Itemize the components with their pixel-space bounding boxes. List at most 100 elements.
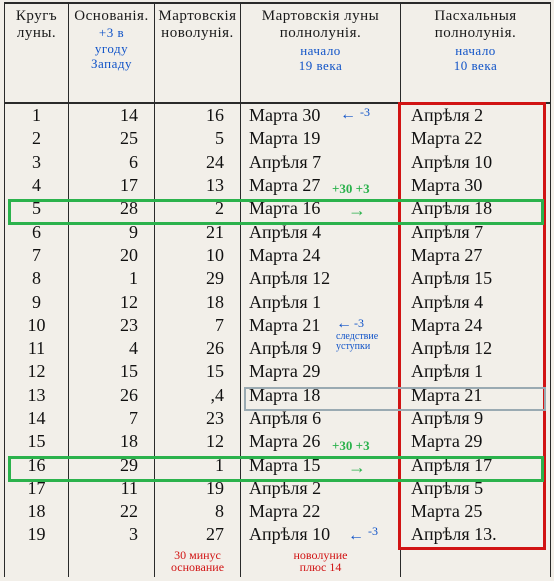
cell-osn: 14 xyxy=(69,103,155,127)
cell-mar: Марта 21 xyxy=(241,314,401,337)
cell-osn: 3 xyxy=(69,523,155,546)
table-row: 1326,4Марта 18Марта 21 xyxy=(5,384,551,407)
table-row: 8129Апрѣля 12Апрѣля 15 xyxy=(5,267,551,290)
cell-osn: 25 xyxy=(69,127,155,150)
cell-nov: 16 xyxy=(155,103,241,127)
cell-n: 4 xyxy=(5,174,69,197)
cell-n: 1 xyxy=(5,103,69,127)
table-row: 19327Апрѣля 10Апрѣля 13. xyxy=(5,523,551,546)
table-row: 41713Марта 27Марта 30 xyxy=(5,174,551,197)
table-sheet: Кругълуны. Основанія. +3 вугодуЗападу Ма… xyxy=(0,2,554,581)
cell-mar: Апрѣля 7 xyxy=(241,151,401,174)
cell-n: 18 xyxy=(5,500,69,523)
cell-pas: Марта 29 xyxy=(401,430,551,453)
hdr-pas-title: Пасхальныяполнолунія. xyxy=(403,8,548,43)
cell-osn: 20 xyxy=(69,244,155,267)
cell-nov: 29 xyxy=(155,267,241,290)
table-row: 18228Марта 22Марта 25 xyxy=(5,500,551,523)
cell-mar: Марта 26 xyxy=(241,430,401,453)
cell-n: 14 xyxy=(5,407,69,430)
cell-nov: 8 xyxy=(155,500,241,523)
cell-nov: 24 xyxy=(155,151,241,174)
hdr-krug: Кругълуны. xyxy=(5,3,69,103)
hdr-mar-ann: начало19 века xyxy=(243,43,398,74)
cell-n: 17 xyxy=(5,477,69,500)
table-row: 11416Марта 30Апрѣля 2 xyxy=(5,103,551,127)
lunar-table: Кругълуны. Основанія. +3 вугодуЗападу Ма… xyxy=(4,2,551,577)
header-row: Кругълуны. Основанія. +3 вугодуЗападу Ма… xyxy=(5,3,551,103)
cell-osn: 26 xyxy=(69,384,155,407)
cell-nov: ,4 xyxy=(155,384,241,407)
cell-n: 9 xyxy=(5,290,69,313)
cell-mar: Марта 15 xyxy=(241,453,401,476)
cell-pas: Марта 24 xyxy=(401,314,551,337)
hdr-nov-title: Мартовскіяноволунія. xyxy=(157,8,238,43)
cell-n: 8 xyxy=(5,267,69,290)
cell-pas: Марта 21 xyxy=(401,384,551,407)
hdr-osn-ann: +3 вугодуЗападу xyxy=(71,25,152,72)
table-row: 151812Марта 26Марта 29 xyxy=(5,430,551,453)
cell-nov: 5 xyxy=(155,127,241,150)
cell-pas: Апрѣля 7 xyxy=(401,220,551,243)
cell-n: 15 xyxy=(5,430,69,453)
cell-mar: Марта 29 xyxy=(241,360,401,383)
table-row: 121515Марта 29Апрѣля 1 xyxy=(5,360,551,383)
cell-osn: 4 xyxy=(69,337,155,360)
table-row: 2255Марта 19Марта 22 xyxy=(5,127,551,150)
cell-nov: 27 xyxy=(155,523,241,546)
cell-nov: 7 xyxy=(155,314,241,337)
cell-n: 13 xyxy=(5,384,69,407)
cell-pas: Апрѣля 9 xyxy=(401,407,551,430)
cell-n: 16 xyxy=(5,453,69,476)
cell-mar: Апрѣля 2 xyxy=(241,477,401,500)
cell-nov: 1 xyxy=(155,453,241,476)
cell-pas: Марта 30 xyxy=(401,174,551,197)
cell-osn: 29 xyxy=(69,453,155,476)
cell-osn: 18 xyxy=(69,430,155,453)
cell-mar: Марта 24 xyxy=(241,244,401,267)
cell-osn: 12 xyxy=(69,290,155,313)
cell-mar: Апрѣля 9 xyxy=(241,337,401,360)
hdr-pas: Пасхальныяполнолунія. начало10 века xyxy=(401,3,551,103)
cell-pas: Апрѣля 1 xyxy=(401,360,551,383)
cell-n: 11 xyxy=(5,337,69,360)
hdr-mar: Мартовскія луныполнолунія. начало19 века xyxy=(241,3,401,103)
cell-osn: 11 xyxy=(69,477,155,500)
cell-n: 10 xyxy=(5,314,69,337)
foot-c4: новолуниеплюс 14 xyxy=(241,547,401,577)
table-row: 91218Апрѣля 1Апрѣля 4 xyxy=(5,290,551,313)
hdr-krug-title: Кругълуны. xyxy=(7,8,66,43)
table-row: 6921Апрѣля 4Апрѣля 7 xyxy=(5,220,551,243)
cell-nov: 2 xyxy=(155,197,241,220)
cell-mar: Апрѣля 10 xyxy=(241,523,401,546)
cell-n: 19 xyxy=(5,523,69,546)
cell-mar: Апрѣля 4 xyxy=(241,220,401,243)
table-row: 10237Марта 21Марта 24 xyxy=(5,314,551,337)
cell-pas: Марта 22 xyxy=(401,127,551,150)
cell-osn: 28 xyxy=(69,197,155,220)
cell-mar: Марта 16 xyxy=(241,197,401,220)
cell-pas: Апрѣля 4 xyxy=(401,290,551,313)
cell-pas: Апрѣля 12 xyxy=(401,337,551,360)
table-row: 14723Апрѣля 6Апрѣля 9 xyxy=(5,407,551,430)
table-row: 5282Марта 16Апрѣля 18 xyxy=(5,197,551,220)
cell-nov: 23 xyxy=(155,407,241,430)
cell-pas: Апрѣля 5 xyxy=(401,477,551,500)
cell-nov: 18 xyxy=(155,290,241,313)
cell-osn: 1 xyxy=(69,267,155,290)
cell-mar: Марта 18 xyxy=(241,384,401,407)
cell-nov: 15 xyxy=(155,360,241,383)
cell-pas: Апрѣля 18 xyxy=(401,197,551,220)
foot-c3: 30 минусоснование xyxy=(155,547,241,577)
table-body: 11416Марта 30Апрѣля 22255Марта 19Марта 2… xyxy=(5,103,551,547)
cell-pas: Марта 27 xyxy=(401,244,551,267)
cell-mar: Апрѣля 1 xyxy=(241,290,401,313)
cell-pas: Апрѣля 15 xyxy=(401,267,551,290)
cell-osn: 17 xyxy=(69,174,155,197)
table-row: 3624Апрѣля 7Апрѣля 10 xyxy=(5,151,551,174)
cell-osn: 6 xyxy=(69,151,155,174)
cell-osn: 7 xyxy=(69,407,155,430)
cell-nov: 10 xyxy=(155,244,241,267)
cell-osn: 15 xyxy=(69,360,155,383)
footer-row: 30 минусоснование новолуниеплюс 14 xyxy=(5,547,551,577)
